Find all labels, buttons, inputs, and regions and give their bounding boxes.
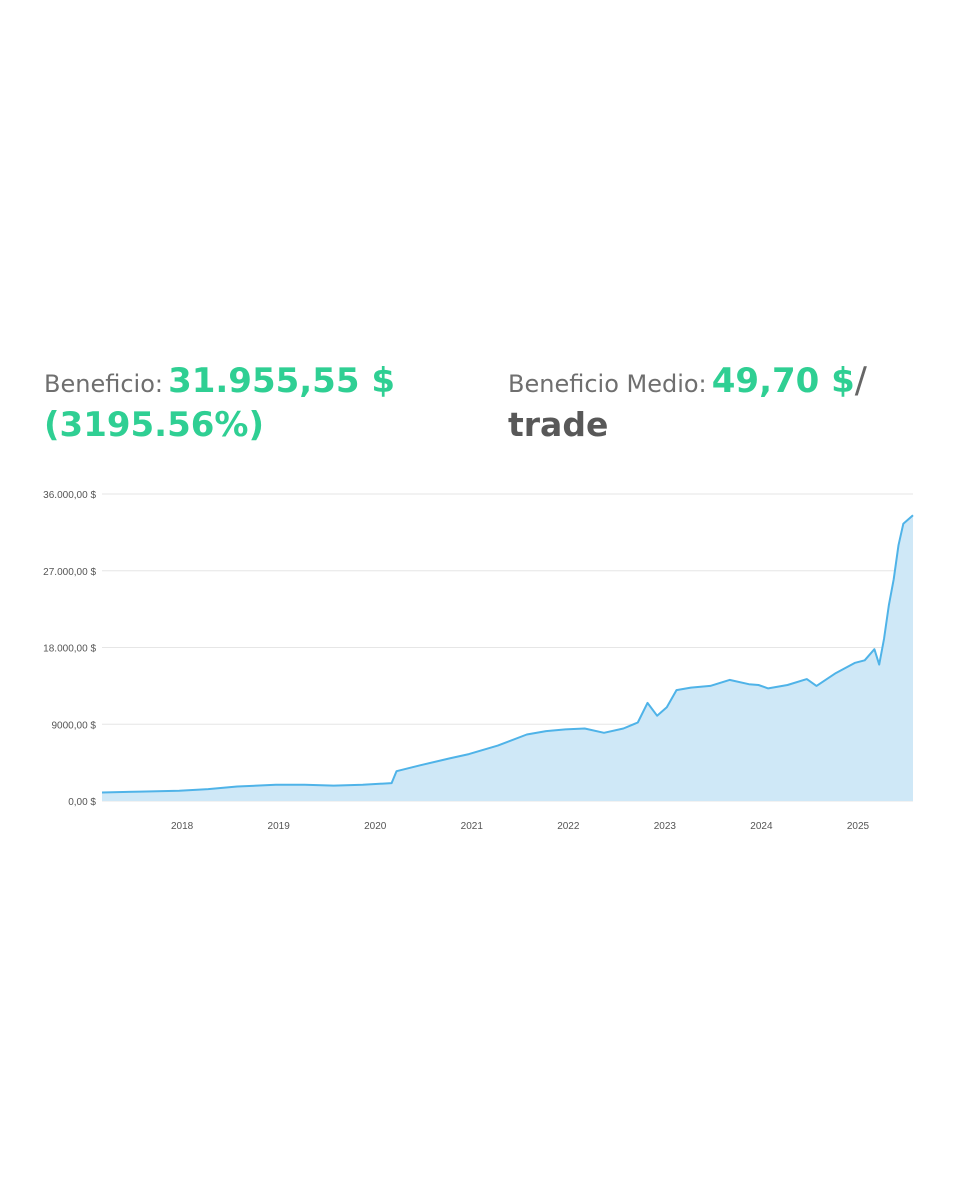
avg-profit-label: Beneficio Medio: <box>508 370 707 398</box>
y-tick-label: 18.000,00 $ <box>43 644 96 655</box>
x-tick-label: 2022 <box>557 821 580 832</box>
avg-profit-stat: Beneficio Medio: 49,70 $/ trade <box>508 362 928 444</box>
stats-header: Beneficio: 31.955,55 $ (3195.56%) Benefi… <box>0 362 960 452</box>
avg-slash: / <box>854 360 867 401</box>
equity-line <box>101 514 914 794</box>
x-tick-label: 2025 <box>847 821 870 832</box>
x-axis-ticks: 2018 2019 2020 2021 2022 2023 2024 2025 <box>171 821 870 832</box>
avg-profit-value: 49,70 $ <box>711 361 855 401</box>
equity-area <box>102 515 913 801</box>
x-tick-label: 2023 <box>654 821 677 832</box>
profit-value: 31.955,55 $ <box>168 361 395 401</box>
y-tick-label: 27.000,00 $ <box>43 567 96 578</box>
x-tick-label: 2018 <box>171 821 194 832</box>
avg-unit: trade <box>508 405 609 444</box>
profit-label: Beneficio: <box>44 370 163 398</box>
x-tick-label: 2021 <box>461 821 484 832</box>
y-axis-ticks: 0,00 $ 9000,00 $ 18.000,00 $ 27.000,00 $ 36.… <box>43 490 96 808</box>
profit-stat: Beneficio: 31.955,55 $ (3195.56%) <box>44 362 464 444</box>
x-tick-label: 2019 <box>268 821 291 832</box>
equity-chart: 0,00 $ 9000,00 $ 18.000,00 $ 27.000,00 $ 36.… <box>43 490 914 832</box>
x-tick-label: 2024 <box>750 821 773 832</box>
x-tick-label: 2020 <box>364 821 387 832</box>
y-tick-label: 0,00 $ <box>68 797 96 808</box>
y-tick-label: 36.000,00 $ <box>43 490 96 501</box>
profit-percent: (3195.56%) <box>44 405 265 445</box>
y-tick-label: 9000,00 $ <box>52 720 97 731</box>
